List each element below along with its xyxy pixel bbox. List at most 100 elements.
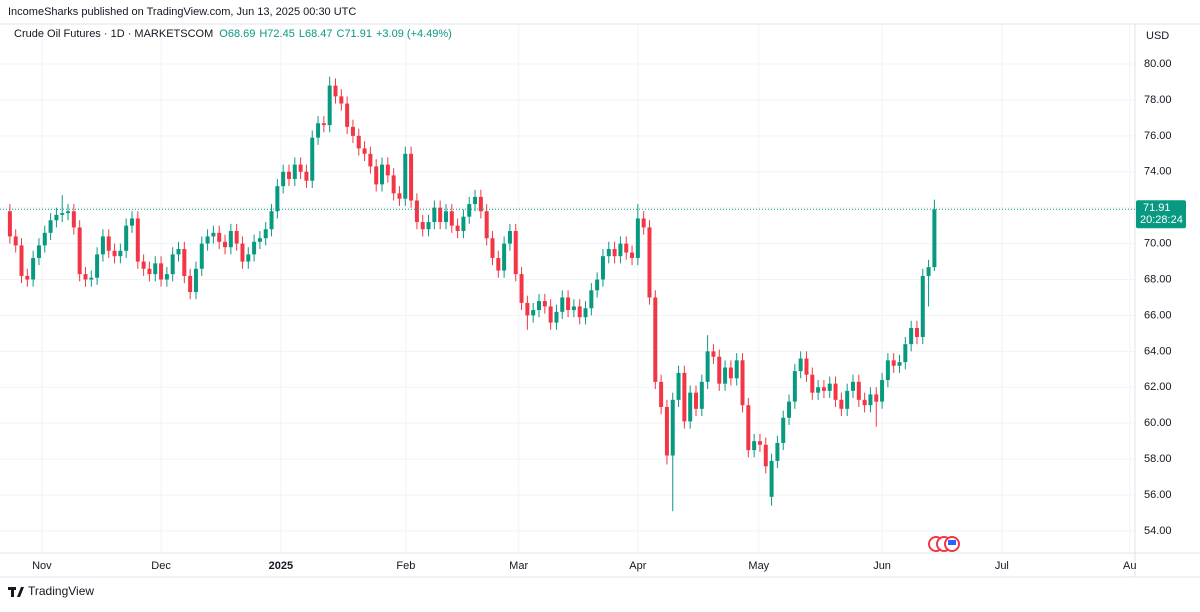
candle-body [7, 211, 12, 237]
candle-body [740, 360, 745, 406]
candle-body [525, 302, 530, 316]
y-tick-label: 58.00 [1144, 453, 1172, 465]
candle-body [275, 186, 280, 212]
x-tick-label: Nov [32, 560, 52, 572]
candle-body [298, 164, 303, 172]
candle-body [554, 311, 559, 323]
candle-body [478, 196, 483, 212]
candle-body [48, 220, 53, 233]
flag-icon [948, 540, 956, 545]
candle-body [66, 211, 71, 214]
candle-body [31, 257, 36, 280]
candle-body [560, 297, 565, 312]
candle-body [182, 248, 187, 276]
candle-body [199, 243, 204, 269]
candle-body [129, 218, 134, 226]
candle-body [804, 358, 809, 375]
candle-body [775, 442, 780, 461]
candle-body [595, 279, 600, 291]
candle-body [391, 175, 396, 194]
candle-body [153, 263, 158, 275]
candle-body [95, 254, 100, 278]
candle-body [792, 371, 797, 402]
y-tick-label: 60.00 [1144, 417, 1172, 429]
candle-body [333, 85, 338, 97]
candles [0, 76, 1135, 512]
candle-body [909, 328, 914, 345]
y-tick-label: 56.00 [1144, 489, 1172, 501]
candle-body [711, 351, 716, 357]
x-tick-label: Apr [629, 560, 646, 572]
candle-body [380, 164, 385, 185]
candle-body [781, 417, 786, 443]
candle-body [13, 236, 18, 246]
candle-body [653, 297, 658, 382]
candle-body [496, 257, 501, 271]
y-tick-label: 62.00 [1144, 381, 1172, 393]
candle-body [723, 367, 728, 384]
candle-body [159, 263, 164, 280]
y-tick-label: 80.00 [1144, 58, 1172, 70]
candle-body [903, 344, 908, 363]
candle-body [135, 218, 140, 262]
candle-body [362, 148, 367, 154]
y-tick-label: 54.00 [1144, 525, 1172, 537]
event-icons [928, 536, 960, 552]
candle-body [763, 444, 768, 467]
x-tick-label: Dec [151, 560, 171, 572]
candle-body [327, 85, 332, 126]
y-tick-label: 74.00 [1144, 166, 1172, 178]
candle-body [606, 248, 611, 257]
legend-change: +3.09 (+4.49%) [376, 28, 452, 40]
candle-body [118, 250, 123, 257]
candle-body [850, 381, 855, 391]
candle-body [345, 103, 350, 127]
candle-body [420, 222, 425, 230]
candle-body [845, 390, 850, 409]
candle-body [757, 441, 762, 445]
candle-body [141, 261, 146, 269]
x-tick-label: May [748, 560, 769, 572]
candle-body [891, 360, 896, 366]
candle-body [548, 306, 553, 323]
y-tick-label: 76.00 [1144, 130, 1172, 142]
candle-body [484, 211, 489, 239]
price-label-box [1136, 200, 1186, 229]
candle-body [89, 277, 94, 280]
candle-body [25, 275, 30, 280]
candle-body [223, 241, 228, 248]
candle-body [531, 310, 536, 316]
candle-body [624, 243, 629, 253]
candle-body [676, 372, 681, 400]
candle-body [502, 243, 507, 271]
candle-body [83, 274, 88, 280]
candle-body [36, 245, 41, 258]
candle-body [176, 248, 181, 255]
candle-body [350, 126, 355, 136]
candle-body [856, 381, 861, 400]
candle-body [257, 238, 262, 242]
candle-body [316, 123, 321, 138]
logo-mark [11, 587, 14, 597]
candle-body [670, 399, 675, 456]
candle-body [880, 380, 885, 402]
candle-body [664, 407, 669, 456]
candle-body [205, 236, 210, 244]
candle-body [612, 248, 617, 257]
candle-body [513, 231, 518, 275]
price-label: 71.91 [1143, 202, 1171, 214]
legend-open: O68.69 [219, 28, 255, 40]
candle-body [752, 441, 757, 451]
candle-body [286, 171, 291, 179]
candle-body [449, 211, 454, 226]
candle-body [403, 153, 408, 199]
candle-body [798, 358, 803, 372]
candle-body [473, 196, 478, 205]
y-tick-label: 68.00 [1144, 273, 1172, 285]
legend-low: L68.47 [299, 28, 333, 40]
candle-body [874, 394, 879, 402]
candle-body [862, 399, 867, 406]
candle-body [583, 308, 588, 318]
